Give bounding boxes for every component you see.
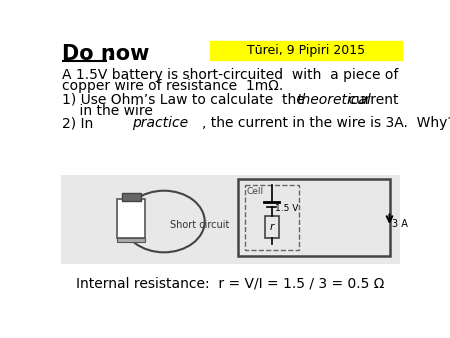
Text: 1.5 V: 1.5 V: [275, 204, 298, 213]
Text: copper wire of resistance  1mΩ.: copper wire of resistance 1mΩ.: [63, 79, 284, 93]
Text: 2) In: 2) In: [63, 116, 98, 130]
Text: 3 A: 3 A: [392, 219, 408, 229]
Text: 1) Use Ohm’s Law to calculate  the: 1) Use Ohm’s Law to calculate the: [63, 93, 310, 107]
Text: :: :: [107, 44, 115, 65]
Bar: [238, 179, 390, 256]
Text: Internal resistance:  r = V/I = 1.5 / 3 = 0.5 Ω: Internal resistance: r = V/I = 1.5 / 3 =…: [76, 276, 385, 290]
Text: theoretical: theoretical: [296, 93, 371, 107]
Bar: [122, 193, 141, 201]
Bar: [61, 175, 400, 264]
Text: r: r: [270, 222, 274, 232]
Text: A 1.5V battery is short-circuited  with  a piece of: A 1.5V battery is short-circuited with a…: [63, 68, 399, 81]
Text: current: current: [344, 93, 398, 107]
Text: , the current in the wire is 3A.  Why?: , the current in the wire is 3A. Why?: [202, 116, 450, 130]
Text: Tūrei, 9 Pipiri 2015: Tūrei, 9 Pipiri 2015: [247, 44, 365, 57]
Text: Short circuit: Short circuit: [170, 220, 230, 231]
Bar: [210, 41, 402, 60]
Bar: [117, 238, 144, 242]
Bar: [265, 216, 279, 238]
Text: Do now: Do now: [63, 44, 150, 65]
Text: in the wire: in the wire: [63, 104, 153, 118]
Text: Cell: Cell: [246, 187, 263, 196]
Bar: [117, 199, 144, 238]
Text: practice: practice: [132, 116, 189, 130]
Bar: [245, 185, 299, 250]
